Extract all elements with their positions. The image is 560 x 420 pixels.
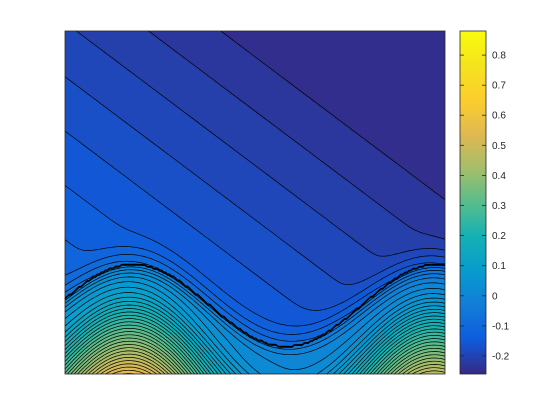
- contour-field: [65, 31, 445, 374]
- colorbar-tick-label: 0.4: [492, 171, 506, 182]
- colorbar-tick-label: 0.2: [492, 231, 506, 242]
- contour-line: [64, 324, 446, 375]
- colorbar-tick-label: -0.2: [492, 351, 510, 362]
- colorbar-tick-label: 0.1: [492, 261, 506, 272]
- contour-line: [64, 331, 446, 375]
- contour-line: [64, 286, 446, 375]
- contour-line: [64, 260, 446, 347]
- contour-line: [73, 340, 446, 375]
- contour-line: [64, 308, 446, 375]
- contour-line: [64, 311, 446, 375]
- contour-line: [64, 264, 446, 348]
- contour-line: [64, 263, 446, 348]
- plot-area: [64, 30, 446, 375]
- contour-line: [64, 272, 446, 375]
- colorbar-tick-label: 0: [492, 291, 498, 302]
- contour-line: [64, 300, 446, 375]
- contour-line: [84, 350, 446, 375]
- contour-line: [67, 334, 446, 375]
- colorbar-tick-label: 0.6: [492, 111, 506, 122]
- contour-line: [91, 357, 446, 375]
- contour-line: [64, 318, 446, 375]
- contour-line: [64, 276, 446, 375]
- contour-line: [80, 347, 446, 375]
- colorbar-box: [459, 30, 487, 375]
- contour-line: [77, 344, 446, 375]
- contour-line: [64, 254, 446, 342]
- contour-line: [64, 264, 446, 350]
- colorbar-tick-label: 0.5: [492, 141, 506, 152]
- colorbar: -0.2 -0.1 0 0.1 0.2 0.3 0.4 0.5 0.6 0.7 0.8: [459, 30, 510, 375]
- contour-line: [95, 360, 162, 375]
- colorbar-ticks: -0.2 -0.1 0 0.1 0.2 0.3 0.4 0.5 0.6 0.7 0.8: [460, 51, 510, 362]
- contour-line: [64, 321, 446, 375]
- contour-line: [64, 327, 446, 375]
- colorbar-tick-label: -0.1: [492, 321, 510, 332]
- contour-line: [64, 296, 445, 375]
- colorbar-tick-label: 0.7: [492, 81, 506, 92]
- contour-line: [64, 269, 445, 371]
- contour-line: [64, 314, 446, 375]
- colorbar-tick-label: 0.8: [492, 51, 506, 62]
- colorbar-tick-label: 0.3: [492, 201, 506, 212]
- axes-box: [64, 30, 446, 375]
- contour-line: [64, 281, 446, 375]
- colorbar-gradient: [460, 31, 486, 374]
- contour-line: [87, 353, 446, 375]
- contour-line: [64, 304, 446, 375]
- contour-line: [64, 266, 446, 356]
- contour-line: [105, 366, 152, 375]
- contour-line: [64, 292, 446, 375]
- contour-line: [70, 337, 446, 375]
- contour-lines: [64, 30, 446, 375]
- contour-line: [64, 239, 445, 335]
